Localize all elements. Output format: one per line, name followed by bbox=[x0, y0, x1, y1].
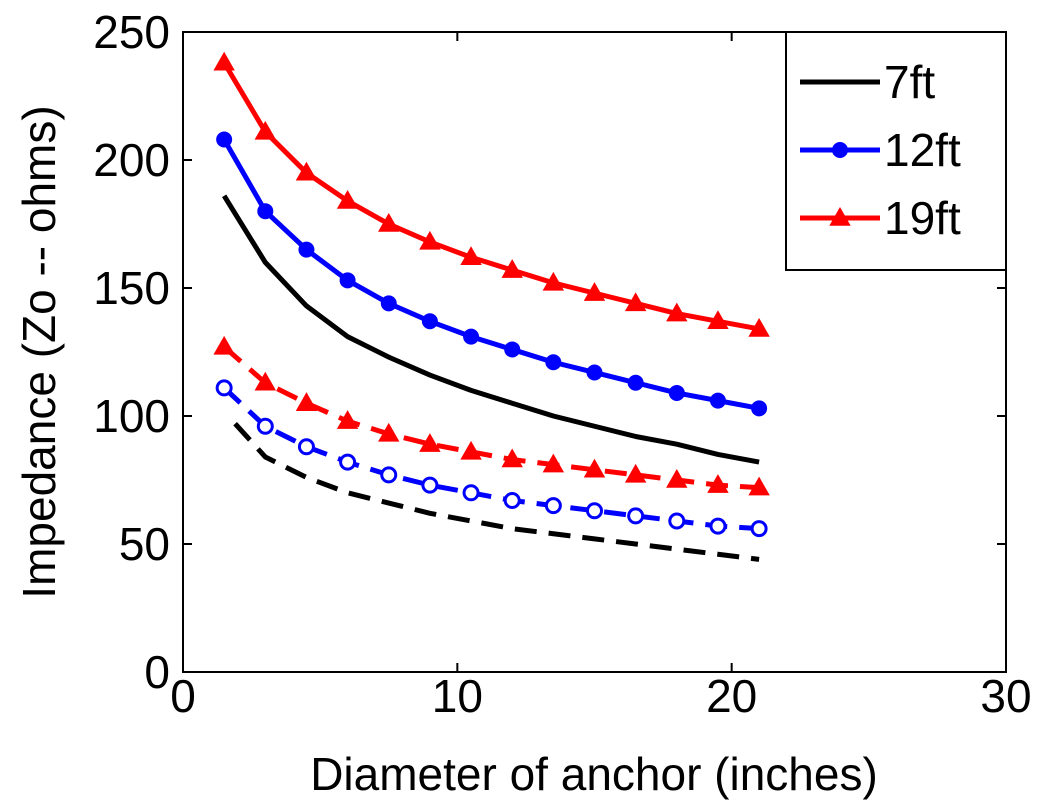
data-point bbox=[213, 335, 235, 355]
data-point bbox=[501, 259, 523, 278]
data-point bbox=[624, 463, 647, 483]
data-point bbox=[709, 517, 727, 535]
series-4 bbox=[215, 379, 768, 538]
data-point bbox=[215, 379, 233, 397]
data-point bbox=[421, 313, 438, 330]
x-axis-label: Diameter of anchor (inches) bbox=[310, 748, 878, 800]
data-point bbox=[668, 512, 686, 530]
data-point bbox=[336, 410, 359, 429]
data-point bbox=[545, 354, 562, 371]
data-point bbox=[421, 476, 439, 494]
data-point bbox=[463, 328, 480, 345]
series-3 bbox=[233, 422, 760, 562]
data-point bbox=[583, 458, 606, 478]
y-tick-label: 0 bbox=[144, 646, 170, 698]
data-point bbox=[380, 295, 397, 312]
data-point bbox=[542, 453, 565, 473]
data-point bbox=[378, 422, 400, 442]
data-point bbox=[460, 246, 482, 266]
data-point bbox=[213, 51, 235, 71]
data-point bbox=[378, 212, 400, 232]
y-tick-label: 200 bbox=[93, 134, 170, 186]
legend: 7ft 12ft 19ft bbox=[785, 31, 1007, 271]
data-point bbox=[750, 520, 768, 538]
series-line bbox=[222, 194, 760, 465]
data-point bbox=[257, 203, 274, 220]
data-point bbox=[829, 206, 851, 226]
data-point bbox=[297, 438, 315, 456]
data-point bbox=[668, 384, 685, 401]
series-layer bbox=[213, 51, 770, 562]
data-point bbox=[544, 497, 562, 515]
data-point bbox=[627, 507, 645, 525]
x-tick-label: 20 bbox=[706, 670, 757, 722]
y-tick-label: 100 bbox=[93, 390, 170, 442]
legend-label: 7ft bbox=[884, 56, 935, 108]
data-point bbox=[501, 448, 523, 468]
data-point bbox=[666, 468, 688, 488]
data-point bbox=[254, 371, 277, 391]
data-point bbox=[709, 392, 726, 409]
y-tick-label: 50 bbox=[119, 518, 170, 570]
data-point bbox=[666, 302, 688, 322]
data-point bbox=[336, 189, 359, 209]
data-point bbox=[298, 241, 315, 258]
data-point bbox=[504, 341, 521, 358]
y-tick-label: 250 bbox=[93, 6, 170, 58]
data-point bbox=[254, 120, 277, 140]
data-point bbox=[748, 476, 770, 496]
data-point bbox=[295, 392, 318, 411]
data-point bbox=[462, 484, 480, 502]
data-point bbox=[748, 317, 770, 337]
series-2 bbox=[213, 51, 770, 337]
y-axis-label: Impedance (Zo -- ohms) bbox=[13, 105, 65, 598]
series-5 bbox=[213, 335, 770, 496]
data-point bbox=[256, 417, 274, 435]
x-tick-label: 30 bbox=[980, 670, 1031, 722]
legend-label: 19ft bbox=[884, 192, 961, 244]
data-point bbox=[295, 161, 318, 181]
x-tick-label: 10 bbox=[432, 670, 483, 722]
legend-label: 12ft bbox=[884, 124, 961, 176]
y-tick-label: 150 bbox=[93, 262, 170, 314]
data-point bbox=[216, 131, 233, 148]
series-0 bbox=[222, 194, 760, 465]
data-point bbox=[339, 272, 356, 289]
series-1 bbox=[216, 131, 768, 417]
data-point bbox=[586, 364, 603, 381]
data-point bbox=[503, 491, 521, 509]
data-point bbox=[707, 474, 729, 493]
data-point bbox=[707, 310, 729, 330]
data-point bbox=[751, 400, 768, 417]
data-point bbox=[624, 292, 647, 312]
data-point bbox=[627, 374, 644, 391]
x-tick-label: 0 bbox=[170, 670, 196, 722]
data-point bbox=[419, 433, 441, 452]
data-point bbox=[380, 466, 398, 484]
data-point bbox=[419, 230, 441, 250]
axis-ticks: 0 10 20 30 0 50 100 150 200 250 bbox=[93, 6, 1031, 722]
data-point bbox=[583, 282, 606, 301]
data-point bbox=[586, 502, 603, 520]
data-point bbox=[542, 271, 565, 291]
data-point bbox=[832, 142, 848, 158]
data-point bbox=[339, 453, 357, 471]
series-line bbox=[233, 422, 760, 562]
data-point bbox=[460, 440, 482, 460]
